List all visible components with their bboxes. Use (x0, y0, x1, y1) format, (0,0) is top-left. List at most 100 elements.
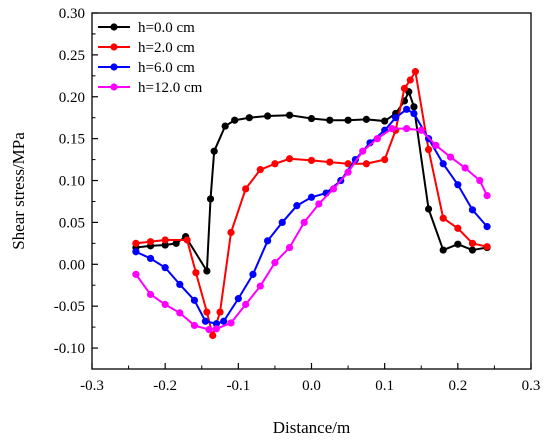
x-tick-label: 0.2 (448, 378, 467, 394)
legend-entry-1: h=2.0 cm (98, 40, 195, 56)
data-point (326, 116, 334, 124)
data-point (176, 309, 184, 317)
data-point (411, 68, 419, 76)
data-point (210, 147, 218, 155)
data-point (227, 319, 235, 327)
data-point (132, 248, 140, 256)
data-point (373, 135, 381, 143)
data-point (256, 282, 264, 290)
legend-label: h=2.0 cm (138, 40, 195, 56)
data-point (410, 103, 418, 111)
data-point (468, 206, 477, 214)
data-point (161, 300, 169, 309)
data-point (203, 308, 211, 316)
data-point (307, 156, 316, 165)
data-point (271, 160, 279, 168)
data-point (132, 239, 140, 247)
data-point (161, 241, 169, 249)
data-point (242, 185, 250, 193)
data-point (285, 155, 294, 163)
data-point (362, 115, 370, 123)
y-tick-label: 0.30 (59, 6, 85, 22)
data-point (206, 195, 215, 203)
data-point (454, 181, 462, 189)
data-point (388, 124, 396, 133)
data-point (326, 158, 334, 166)
data-point (132, 270, 140, 278)
data-point (392, 114, 400, 122)
data-point (446, 153, 455, 161)
data-point (381, 117, 389, 125)
data-point (300, 218, 308, 227)
data-point (212, 320, 220, 328)
data-point (161, 236, 169, 244)
y-tick-label: 0.25 (59, 48, 85, 64)
data-point (403, 124, 411, 133)
data-point (271, 259, 279, 267)
data-point (146, 290, 155, 299)
x-tick-label: 0.0 (302, 378, 321, 394)
data-point (190, 296, 199, 304)
y-tick-label: 0.05 (59, 215, 85, 231)
legend-marker (110, 23, 118, 31)
plot-background (92, 13, 531, 369)
data-point (410, 109, 418, 118)
data-point (172, 239, 180, 247)
data-point (234, 295, 242, 303)
x-tick-label: 0.1 (375, 378, 394, 394)
legend-entry-0: h=0.0 cm (98, 20, 195, 36)
plot-area (92, 13, 531, 369)
data-point (454, 224, 462, 232)
data-point (315, 200, 323, 208)
data-point (245, 114, 253, 122)
data-point (439, 214, 447, 222)
x-tick-label: -0.1 (226, 378, 250, 394)
data-point (483, 223, 491, 231)
x-tick-label: -0.3 (80, 378, 104, 394)
data-point (220, 317, 228, 325)
data-point (362, 160, 370, 168)
y-tick-label: 0.20 (59, 90, 85, 106)
data-point (483, 192, 491, 200)
y-axis-title: Shear stress/MPa (9, 132, 28, 250)
y-tick-label: 0.15 (59, 132, 85, 148)
data-point (264, 112, 272, 120)
y-tick-label: 0.00 (59, 257, 85, 273)
data-point (264, 237, 272, 245)
data-point (417, 126, 425, 134)
series-1 (132, 68, 491, 340)
data-point (403, 105, 411, 113)
legend-label: h=6.0 cm (138, 60, 195, 76)
data-point (468, 246, 477, 254)
data-point (256, 166, 264, 174)
data-point (201, 317, 210, 325)
data-point (307, 114, 316, 123)
y-tick-label: -0.10 (54, 341, 85, 357)
legend-entry-2: h=6.0 cm (98, 60, 195, 76)
data-point (381, 155, 389, 164)
data-point (307, 193, 316, 201)
data-point (205, 326, 213, 334)
legend-marker (110, 43, 118, 51)
data-point (424, 145, 433, 154)
data-point (216, 308, 224, 316)
data-point (249, 270, 257, 278)
data-point (476, 176, 484, 185)
data-point (454, 240, 462, 248)
legend-marker (110, 83, 118, 91)
data-point (242, 300, 250, 309)
y-tick-label: -0.05 (54, 299, 85, 315)
data-point (190, 321, 199, 330)
axes-layer: -0.3 -0.2 -0.1 0.0 0.1 0.2 0.3 -0.10 -0.05 0.00 0.… (54, 6, 541, 394)
data-point (212, 325, 220, 333)
x-tick-label: -0.2 (153, 378, 177, 394)
data-point (439, 160, 447, 168)
data-point (161, 264, 169, 272)
data-point (329, 185, 338, 193)
data-point (146, 238, 155, 246)
data-point (176, 280, 184, 288)
data-point (359, 147, 367, 155)
data-point (285, 111, 294, 119)
data-point (146, 254, 155, 263)
